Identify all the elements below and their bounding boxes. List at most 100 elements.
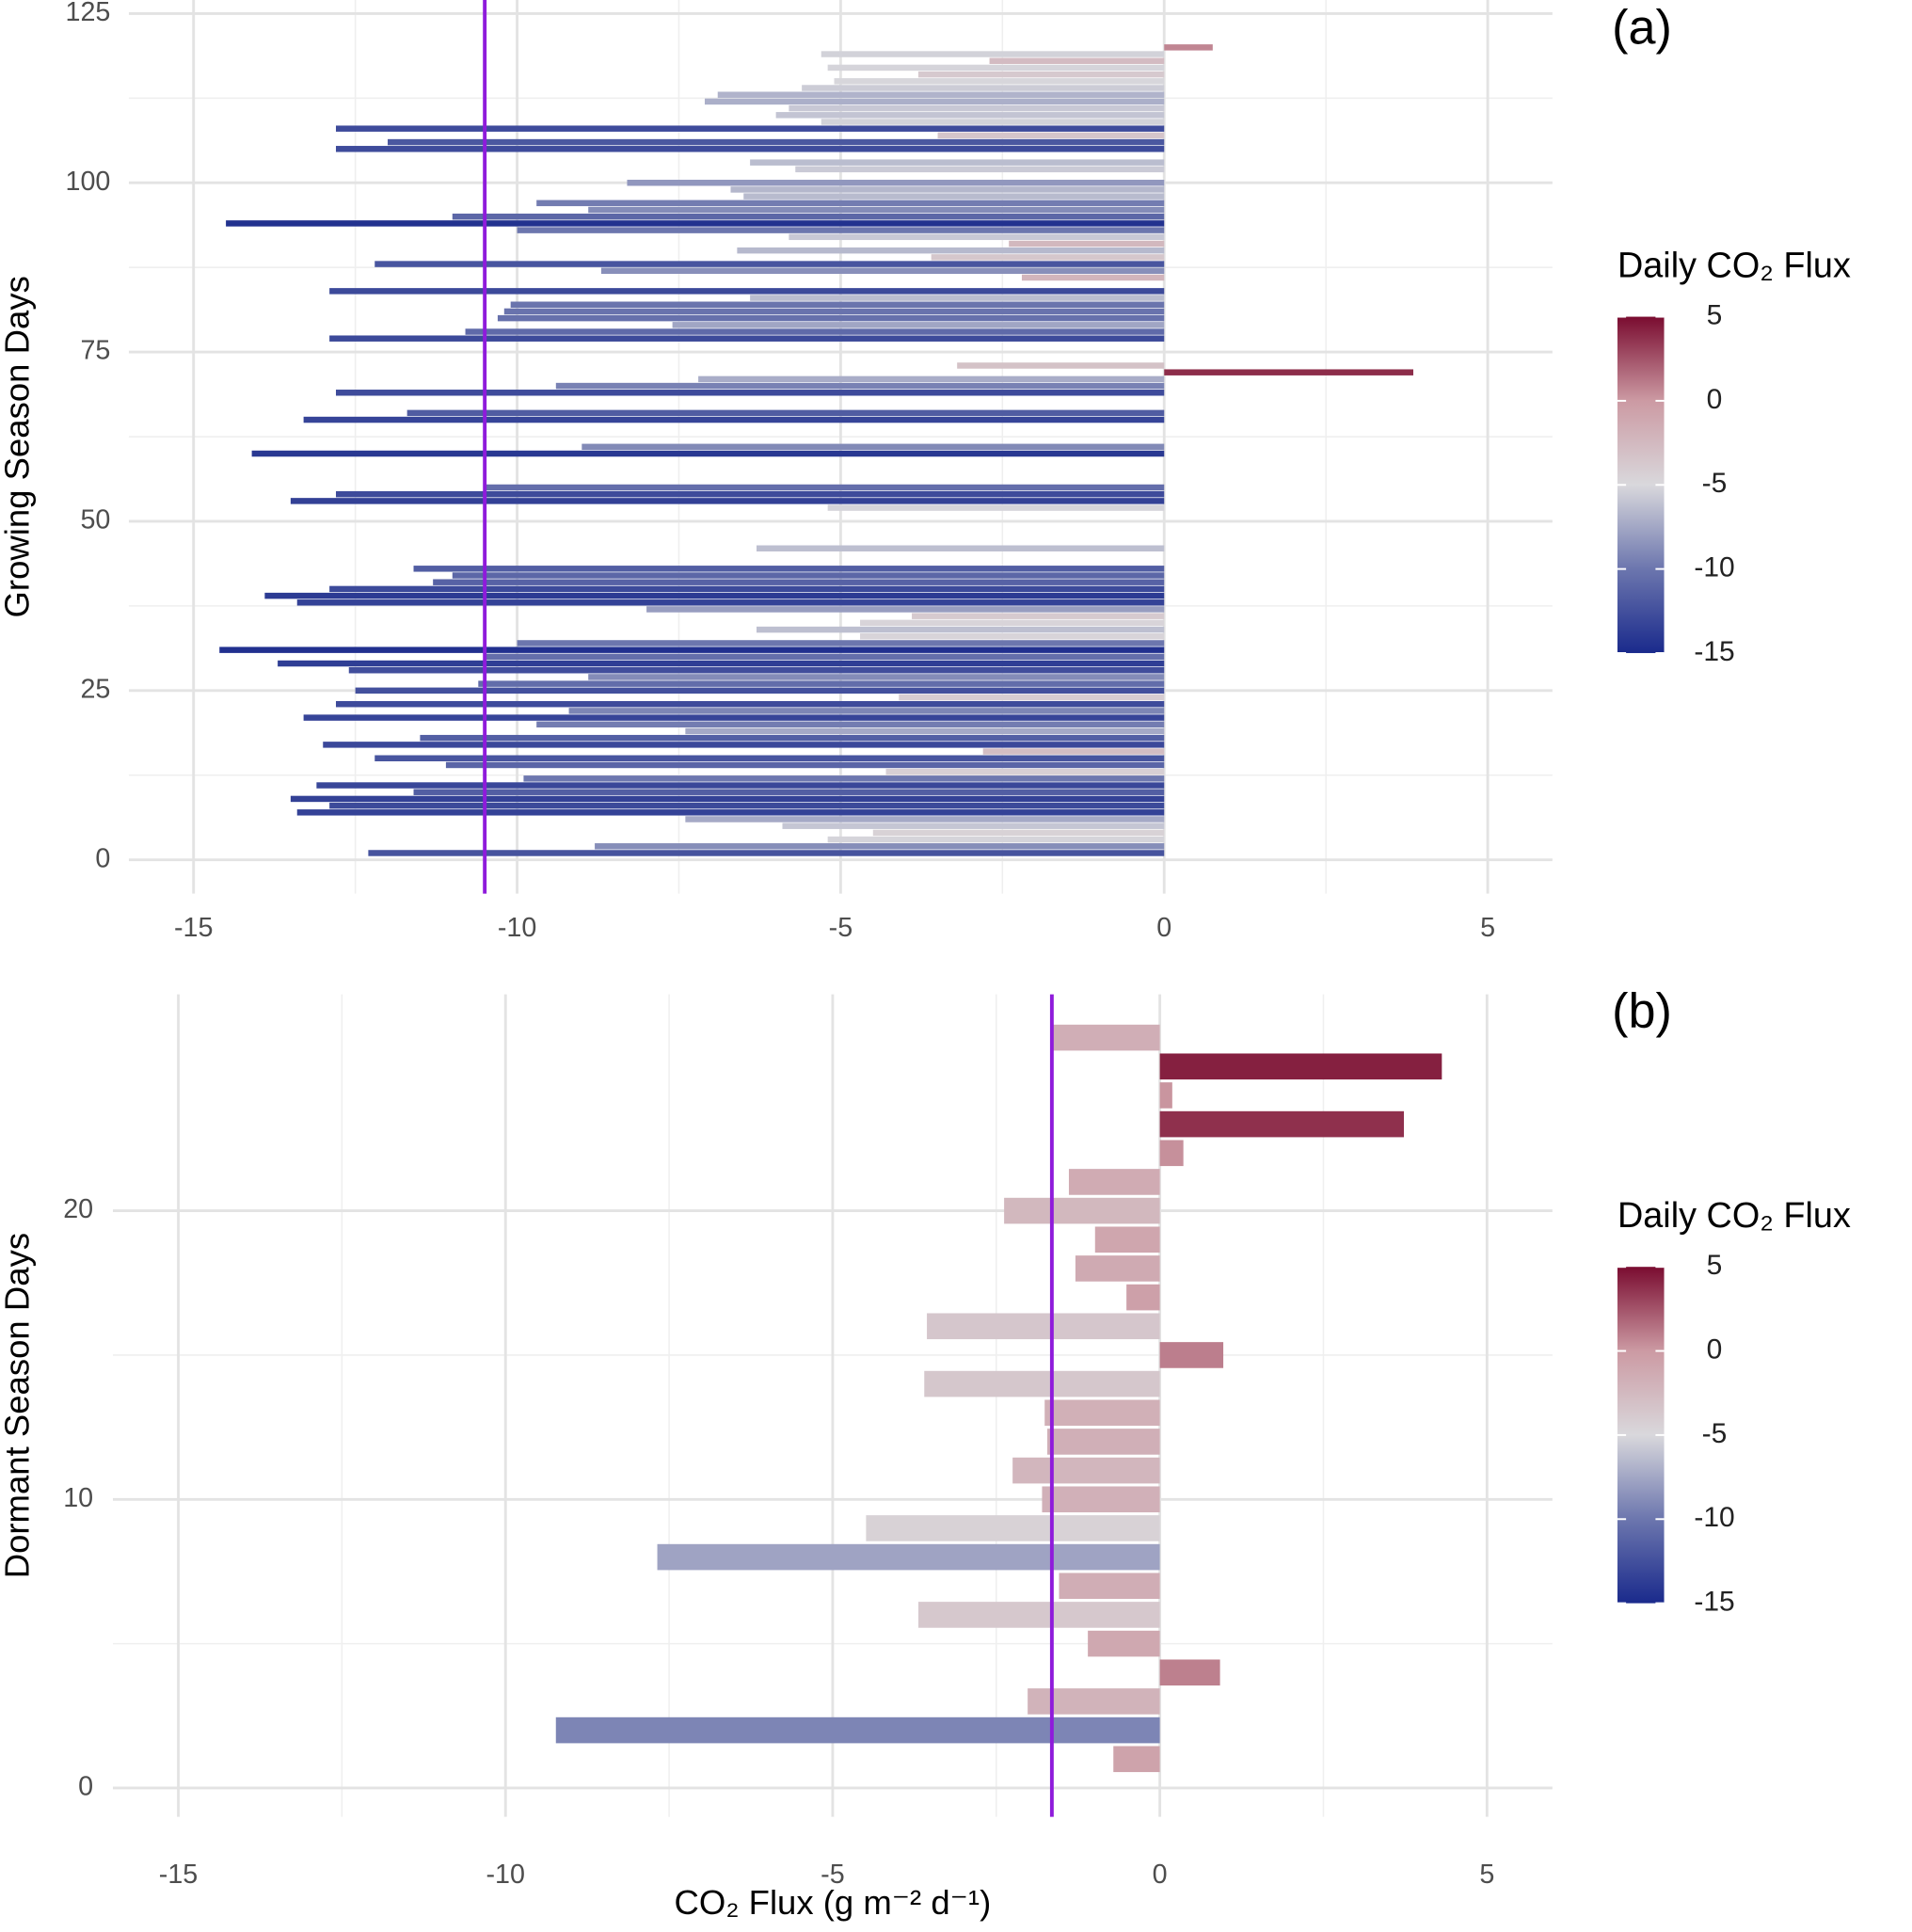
bar <box>1113 1746 1160 1773</box>
bar <box>329 585 1165 593</box>
bar <box>296 809 1165 816</box>
bar <box>1094 1226 1160 1253</box>
bar <box>303 714 1165 721</box>
bar <box>1042 1486 1160 1513</box>
bar <box>1159 1342 1224 1368</box>
bar <box>1021 274 1165 281</box>
legend-title: Daily CO₂ Flux <box>1617 246 1851 285</box>
y-axis-title: Dormant Season Days <box>0 1233 37 1578</box>
x-tick-label: -15 <box>159 1860 198 1890</box>
x-tick-label: 5 <box>1479 1860 1494 1890</box>
bar <box>510 301 1165 308</box>
bar <box>866 1515 1160 1541</box>
bar <box>1009 240 1165 247</box>
y-tick-label: 100 <box>66 167 111 197</box>
bar <box>743 193 1165 200</box>
bar <box>704 98 1165 105</box>
bar <box>406 409 1165 417</box>
y-tick-label: 10 <box>63 1483 93 1513</box>
bar <box>872 829 1165 837</box>
bar <box>413 566 1165 572</box>
bar <box>303 416 1165 423</box>
bar <box>1012 1457 1160 1484</box>
bar <box>323 742 1165 748</box>
bar <box>750 295 1165 301</box>
colorbar-tick-label: -5 <box>1702 468 1728 499</box>
bar <box>336 146 1165 152</box>
bar <box>821 119 1165 125</box>
bar <box>290 795 1165 803</box>
bar <box>1044 1399 1160 1427</box>
colorbar-tick-label: -10 <box>1694 552 1734 583</box>
bar <box>336 390 1165 396</box>
x-tick-label: -10 <box>486 1860 524 1890</box>
colorbar-tick-label: 5 <box>1707 299 1723 330</box>
bar <box>685 816 1165 822</box>
bar <box>957 362 1165 369</box>
bar <box>672 322 1165 328</box>
bar <box>982 748 1165 755</box>
bar <box>1059 1573 1160 1600</box>
y-axis-title: Growing Season Days <box>0 276 37 617</box>
bar <box>264 592 1165 599</box>
x-axis-title: CO₂ Flux (g m⁻² d⁻¹) <box>675 1883 992 1922</box>
bar <box>698 375 1165 383</box>
bar <box>827 836 1165 843</box>
bar <box>657 1543 1160 1571</box>
bar <box>937 132 1165 139</box>
bar <box>789 233 1165 241</box>
x-tick-label: -15 <box>174 913 213 943</box>
bar <box>1004 1197 1160 1224</box>
bar <box>336 490 1165 498</box>
bar <box>355 687 1165 695</box>
x-tick-label: -10 <box>498 913 536 943</box>
bar <box>924 1370 1160 1397</box>
bar <box>685 727 1165 735</box>
colorbar-tick-label: -15 <box>1694 1587 1734 1618</box>
bar <box>646 606 1165 613</box>
bar <box>989 57 1165 64</box>
bar <box>485 653 1165 661</box>
bar <box>582 443 1165 451</box>
bar <box>757 545 1165 551</box>
bar <box>374 261 1165 267</box>
bar <box>1028 1688 1160 1715</box>
bar <box>1068 1169 1160 1195</box>
bar <box>536 721 1165 728</box>
bar <box>1164 369 1414 375</box>
bar <box>226 220 1165 227</box>
bar <box>374 755 1165 761</box>
y-tick-label: 0 <box>95 843 110 873</box>
bar <box>775 112 1165 119</box>
bar <box>931 254 1165 261</box>
bar <box>917 71 1165 78</box>
bar <box>730 186 1165 193</box>
bar <box>927 1313 1160 1340</box>
bar <box>329 802 1165 809</box>
bar <box>717 91 1165 98</box>
y-tick-label: 0 <box>78 1772 93 1802</box>
bar <box>336 125 1165 132</box>
bar <box>600 267 1165 275</box>
bar <box>821 51 1165 57</box>
colorbar-tick-label: -15 <box>1694 636 1734 667</box>
bar <box>555 382 1165 390</box>
bar <box>627 180 1165 186</box>
bar <box>588 674 1165 680</box>
bar <box>789 104 1165 112</box>
bar <box>420 734 1165 742</box>
legend-title: Daily CO₂ Flux <box>1617 1196 1851 1236</box>
colorbar-tick-label: 0 <box>1707 384 1723 415</box>
bar <box>918 1602 1160 1628</box>
y-tick-label: 25 <box>80 674 110 704</box>
bar <box>802 85 1165 91</box>
bar <box>536 200 1165 207</box>
bar <box>445 761 1165 769</box>
bar <box>329 288 1165 295</box>
bar <box>219 647 1165 653</box>
bar <box>388 138 1165 146</box>
bar <box>296 599 1165 606</box>
y-tick-label: 50 <box>80 505 110 535</box>
bar <box>555 1716 1160 1744</box>
colorbar-tick-label: 5 <box>1707 1250 1723 1281</box>
